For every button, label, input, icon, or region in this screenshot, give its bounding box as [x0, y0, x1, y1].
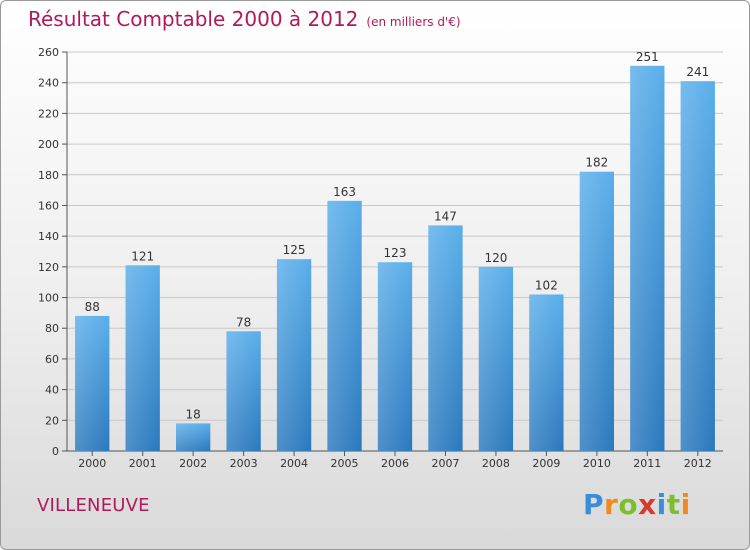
data-label: 241 [686, 65, 709, 79]
x-tick-label: 2006 [381, 457, 409, 470]
y-tick-label: 40 [45, 384, 59, 397]
logo-letter: P [583, 488, 605, 521]
bar-highlight [680, 81, 715, 452]
y-tick-label: 20 [45, 414, 59, 427]
bar-highlight [377, 262, 413, 451]
bar-highlight [579, 171, 615, 451]
bar-highlight [75, 315, 110, 451]
bar-highlight [478, 266, 514, 451]
y-tick-label: 60 [45, 353, 59, 366]
y-tick-label: 100 [38, 292, 59, 305]
bar-highlight [327, 200, 362, 451]
chart-title: Résultat Comptable 2000 à 2012 (en millie… [28, 7, 461, 31]
x-tick-label: 2001 [129, 457, 157, 470]
x-tick-label: 2007 [431, 457, 459, 470]
x-tick-label: 2009 [532, 457, 560, 470]
y-tick-label: 260 [38, 46, 59, 59]
y-tick-label: 200 [38, 138, 59, 151]
x-tick-label: 2010 [583, 457, 611, 470]
x-tick-label: 2012 [684, 457, 712, 470]
bar-highlight [226, 331, 261, 451]
data-label: 18 [186, 407, 201, 421]
x-tick-label: 2002 [179, 457, 207, 470]
data-label: 78 [236, 315, 251, 329]
data-label: 251 [636, 50, 659, 64]
logo-letter: t [666, 488, 681, 521]
chart-subtitle: (en milliers d'€) [366, 15, 461, 29]
y-tick-label: 240 [38, 77, 59, 90]
labels: 0 20 40 60 80 100 120 140 160 180 200 220 240 260 88 20… [38, 46, 712, 470]
bar-highlight [529, 294, 564, 451]
logo-letter: i [656, 488, 667, 521]
y-tick-label: 80 [45, 322, 59, 335]
x-tick-label: 2011 [633, 457, 661, 470]
y-tick-label: 220 [38, 107, 59, 120]
data-label: 121 [131, 249, 154, 263]
logo-letter: x [638, 488, 657, 521]
logo-letter: o [618, 488, 639, 521]
logo-letter: i [680, 488, 691, 521]
bar-highlight [428, 225, 463, 451]
bars [75, 65, 715, 452]
proxiti-logo: Proxiti [583, 488, 691, 521]
data-label: 125 [283, 243, 306, 257]
x-tick-label: 2000 [78, 457, 106, 470]
x-tick-label: 2008 [482, 457, 510, 470]
city-name: VILLENEUVE [37, 495, 150, 516]
data-label: 102 [535, 278, 558, 292]
x-tick-label: 2004 [280, 457, 308, 470]
data-label: 88 [85, 300, 100, 314]
y-tick-label: 0 [52, 445, 59, 458]
x-tick-label: 2003 [230, 457, 258, 470]
y-tick-label: 160 [38, 199, 59, 212]
chart-title-text: Résultat Comptable 2000 à 2012 [28, 7, 359, 31]
data-label: 182 [585, 156, 608, 170]
data-label: 123 [384, 246, 407, 260]
bar-highlight [276, 259, 312, 451]
data-label: 163 [333, 185, 356, 199]
data-label: 147 [434, 209, 457, 223]
data-label: 120 [484, 251, 507, 265]
logo-letter: r [604, 488, 619, 521]
bar-highlight [175, 423, 211, 451]
y-tick-label: 140 [38, 230, 59, 243]
bar-highlight [630, 65, 665, 452]
bar-highlight [125, 265, 160, 451]
x-tick-label: 2005 [331, 457, 359, 470]
y-tick-label: 180 [38, 169, 59, 182]
y-tick-label: 120 [38, 261, 59, 274]
